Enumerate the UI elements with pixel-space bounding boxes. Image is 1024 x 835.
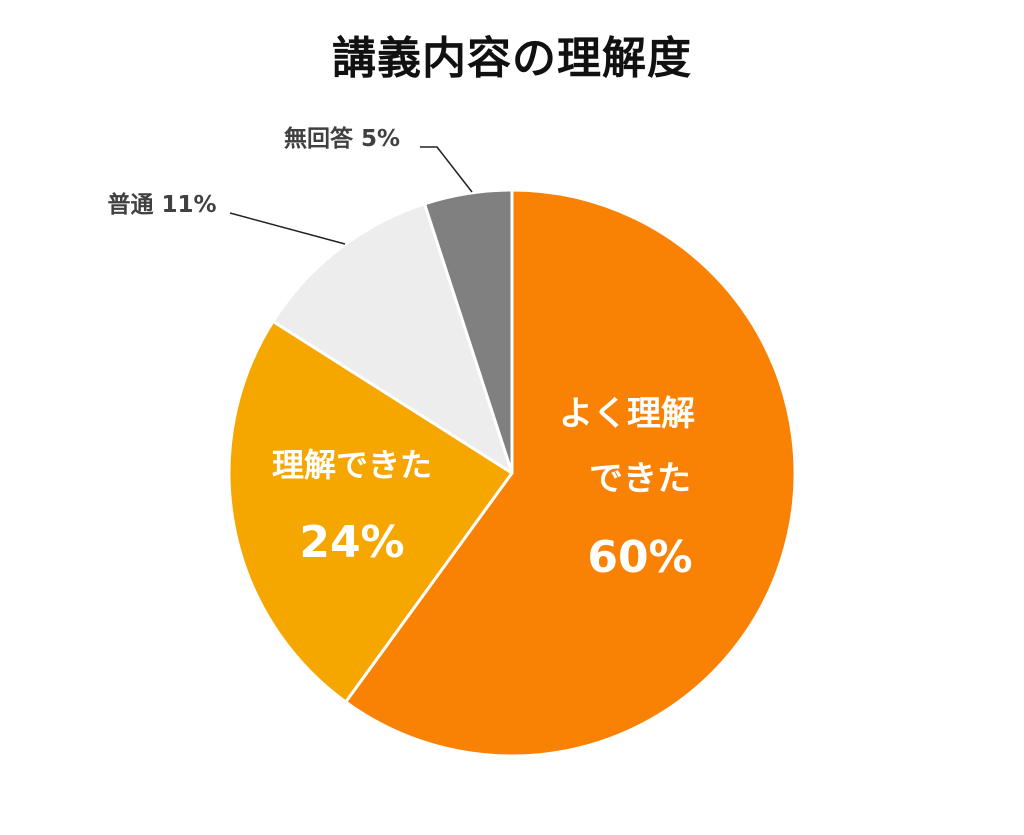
pie-slices — [227, 188, 797, 758]
slice-value-label: 60% — [587, 532, 692, 583]
leader-line — [229, 212, 346, 245]
pie-slice — [344, 188, 797, 758]
pie-slice — [227, 319, 514, 704]
leader-lines — [229, 146, 473, 245]
leader-line — [420, 146, 473, 193]
slice-label: できた — [589, 459, 691, 499]
chart-title: 講義内容の理解度 — [332, 33, 692, 84]
slice-label: 理解できた — [272, 446, 432, 484]
slice-label: よく理解 — [559, 394, 695, 434]
slice-label: 普通 11% — [107, 191, 216, 218]
slice-value-label: 24% — [299, 517, 404, 568]
slice-label: 無回答 5% — [284, 125, 400, 152]
pie-slice — [271, 202, 514, 475]
pie-slice — [423, 188, 514, 475]
